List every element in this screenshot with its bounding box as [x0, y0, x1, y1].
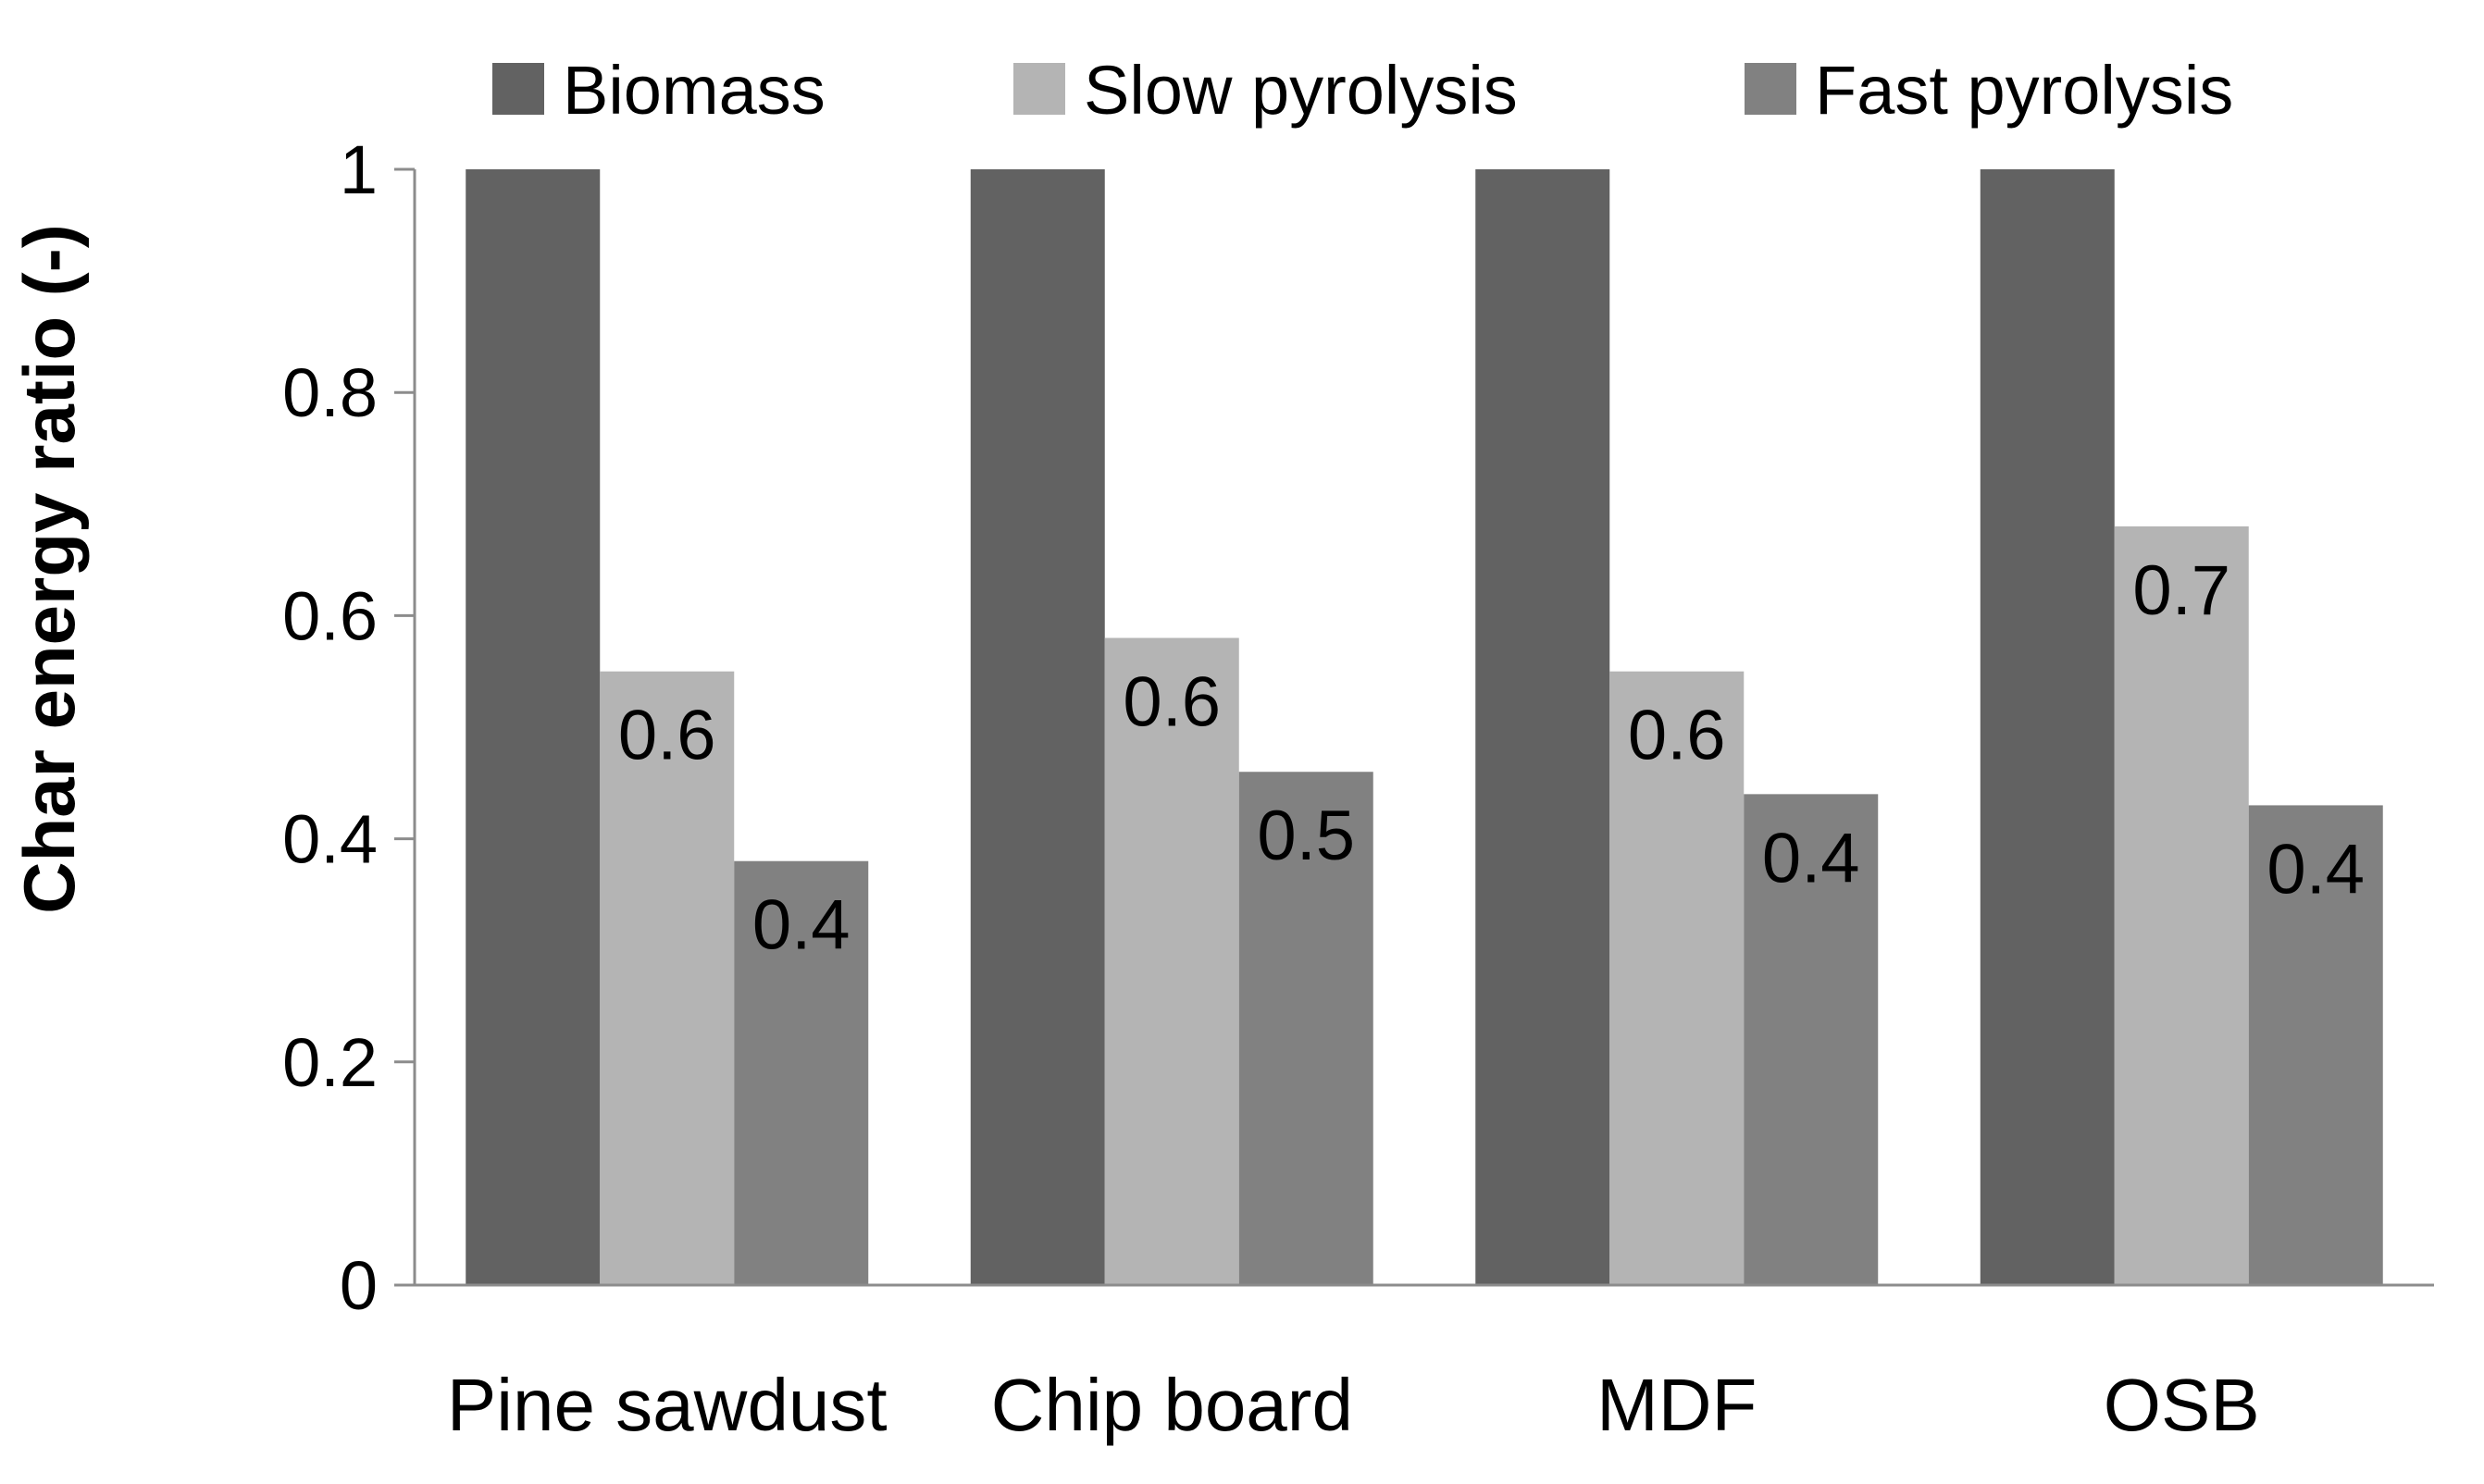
bar-biomass-chip-board	[970, 169, 1105, 1285]
bar-biomass-osb	[1980, 169, 2115, 1285]
data-label: 0.6	[1628, 697, 1726, 775]
legend-label: Fast pyrolysis	[1815, 52, 2233, 129]
y-axis-title: Char energy ratio (-)	[8, 224, 90, 913]
data-label: 0.4	[752, 886, 851, 965]
bar-slow-pyrolysis-pine-sawdust	[600, 671, 735, 1285]
legend-swatch	[1013, 63, 1065, 115]
data-label: 0.7	[2132, 551, 2230, 630]
bar-fast-pyrolysis-osb	[2248, 805, 2383, 1285]
data-label: 0.6	[618, 697, 716, 775]
data-label: 0.5	[1257, 797, 1355, 875]
y-tick-label: 0.2	[282, 1024, 378, 1101]
legend-label: Slow pyrolysis	[1084, 52, 1518, 129]
y-tick-label: 0.4	[282, 801, 378, 878]
bar-biomass-pine-sawdust	[466, 169, 601, 1285]
bar-biomass-mdf	[1475, 169, 1610, 1285]
bars	[466, 169, 2383, 1285]
y-tick-label: 0	[340, 1247, 378, 1324]
bar-slow-pyrolysis-mdf	[1609, 671, 1745, 1285]
y-axis-ticks: 0 0.2 0.4 0.6 0.8 1	[282, 131, 415, 1324]
bar-slow-pyrolysis-chip-board	[1104, 637, 1239, 1285]
y-axis-title-group: Char energy ratio (-)	[8, 224, 90, 913]
y-tick-label: 1	[340, 131, 378, 208]
bar-fast-pyrolysis-chip-board	[1238, 772, 1373, 1285]
data-label: 0.4	[2267, 830, 2365, 909]
y-tick-label: 0.6	[282, 577, 378, 654]
legend: Biomass Slow pyrolysis Fast pyrolysis	[492, 52, 2233, 129]
bar-fast-pyrolysis-mdf	[1744, 794, 1879, 1285]
category-labels: Pine sawdust Chip board MDF OSB	[447, 1364, 2260, 1446]
data-label: 0.6	[1123, 663, 1221, 742]
x-category-label: Chip board	[991, 1364, 1353, 1446]
x-category-label: OSB	[2104, 1364, 2260, 1446]
data-labels: 0.6 0.4 0.6 0.5 0.6 0.4 0.7 0.4	[618, 551, 2365, 965]
data-label: 0.4	[1762, 819, 1860, 897]
bar-fast-pyrolysis-pine-sawdust	[734, 860, 869, 1285]
x-category-label: MDF	[1596, 1364, 1757, 1446]
legend-label: Biomass	[563, 52, 826, 129]
axes	[413, 169, 2434, 1287]
x-category-label: Pine sawdust	[447, 1364, 888, 1446]
bar-slow-pyrolysis-osb	[2114, 526, 2249, 1285]
legend-swatch	[1745, 63, 1796, 115]
y-tick-label: 0.8	[282, 354, 378, 431]
legend-swatch	[492, 63, 544, 115]
